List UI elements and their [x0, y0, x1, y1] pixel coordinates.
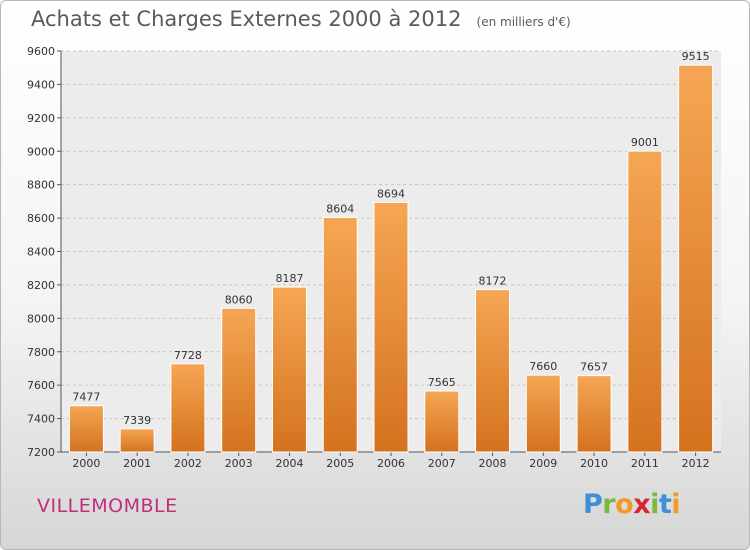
proxiti-logo[interactable]: Proxiti	[583, 489, 681, 520]
y-tick-label: 9200	[27, 112, 55, 125]
x-tick-label: 2002	[174, 457, 202, 470]
logo-letter: x	[633, 489, 651, 520]
y-tick-label: 8800	[27, 179, 55, 192]
logo-letter: r	[602, 489, 616, 520]
bar	[119, 428, 155, 453]
logo-letter: o	[615, 489, 634, 520]
y-tick-label: 9000	[27, 145, 55, 158]
x-tick-label: 2001	[123, 457, 151, 470]
y-tick-label: 9600	[27, 45, 55, 58]
y-tick-label: 7600	[27, 379, 55, 392]
bar-value-label: 7660	[529, 360, 557, 373]
x-tick-label: 2007	[428, 457, 456, 470]
bar-value-label: 8060	[225, 293, 253, 306]
bar-value-label: 9515	[682, 50, 710, 63]
logo-letter: t	[658, 489, 672, 520]
x-tick-label: 2000	[72, 457, 100, 470]
bar	[68, 405, 104, 453]
bar-value-label: 8172	[479, 275, 507, 288]
y-tick-label: 9400	[27, 78, 55, 91]
bar-value-label: 9001	[631, 136, 659, 149]
city-name: VILLEMOMBLE	[37, 495, 178, 517]
y-tick-label: 8200	[27, 279, 55, 292]
chart-title: Achats et Charges Externes 2000 à 2012 (…	[31, 7, 571, 31]
bar	[678, 64, 714, 453]
labels: 7477 7339 7728 8060 8187 8604 8694 7565 8172 7660…	[72, 50, 709, 427]
x-tick-label: 2010	[580, 457, 608, 470]
logo-letter: i	[650, 489, 659, 520]
x-tick-label: 2006	[377, 457, 405, 470]
bar-value-label: 7728	[174, 349, 202, 362]
bar-value-label: 7657	[580, 361, 608, 374]
y-tick-label: 8600	[27, 212, 55, 225]
y-tick-label: 7400	[27, 413, 55, 426]
y-tick-label: 8400	[27, 246, 55, 259]
x-tick-label: 2011	[631, 457, 659, 470]
bar-value-label: 8604	[326, 202, 354, 215]
bar	[627, 150, 663, 453]
x-tick-label: 2005	[326, 457, 354, 470]
bar	[271, 286, 307, 453]
x-tick-label: 2009	[529, 457, 557, 470]
bar-value-label: 7477	[72, 391, 100, 404]
bar	[322, 216, 358, 453]
bar	[170, 363, 206, 453]
y-tick-label: 8000	[27, 312, 55, 325]
title-text: Achats et Charges Externes 2000 à 2012	[31, 7, 462, 31]
y-tick-label: 7200	[27, 446, 55, 459]
bar-value-label: 7565	[428, 376, 456, 389]
logo-letter: i	[671, 489, 681, 520]
bar	[576, 375, 612, 453]
bar-value-label: 8694	[377, 187, 405, 200]
x-tick-label: 2004	[275, 457, 303, 470]
x-tick-label: 2003	[225, 457, 253, 470]
bars	[68, 64, 714, 453]
bar-value-label: 7339	[123, 414, 151, 427]
bar	[373, 201, 409, 453]
bar	[525, 374, 561, 453]
bar	[424, 390, 460, 453]
unit-text: (en milliers d'€)	[476, 15, 571, 29]
bar-value-label: 8187	[275, 272, 303, 285]
axes: 7200 7400 7600 7800 8000 8200 8400 8600 8800 9000…	[27, 45, 721, 470]
logo-letter: P	[583, 489, 603, 520]
bar	[221, 307, 257, 453]
x-tick-label: 2008	[479, 457, 507, 470]
x-tick-label: 2012	[682, 457, 710, 470]
y-tick-label: 7800	[27, 346, 55, 359]
bar	[475, 289, 511, 453]
